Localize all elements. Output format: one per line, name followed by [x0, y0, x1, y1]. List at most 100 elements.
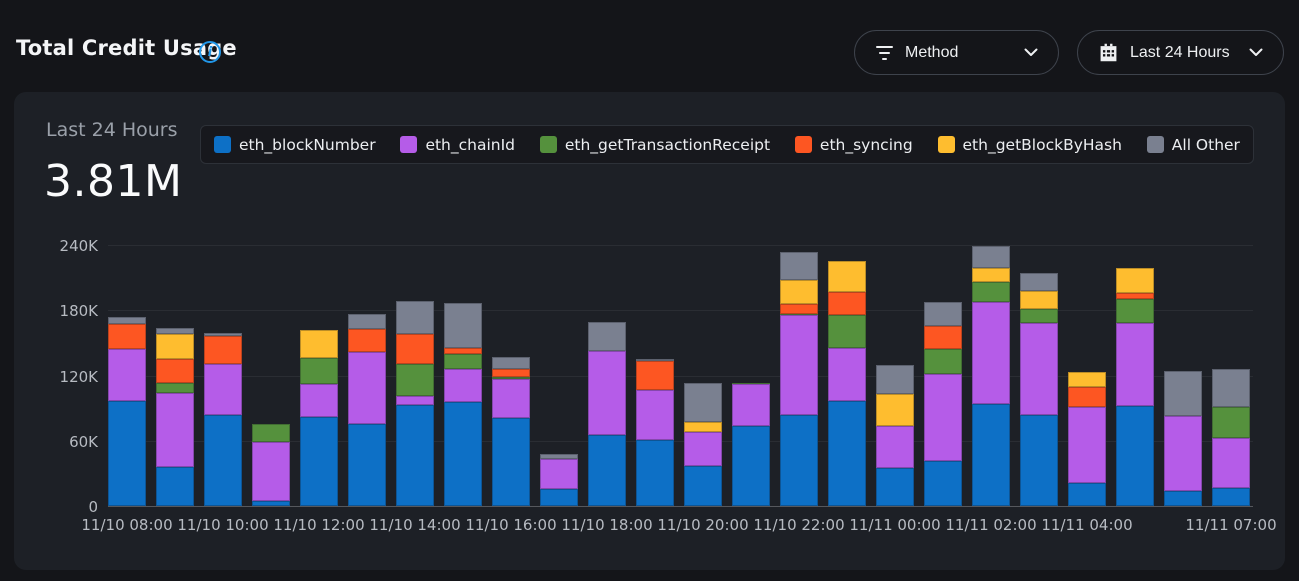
bar-hour-16[interactable]: [876, 245, 914, 506]
legend-label: eth_getTransactionReceipt: [564, 135, 771, 154]
bar-segment: [348, 351, 386, 425]
bar-hour-14[interactable]: [780, 245, 818, 506]
x-tick-label: 11/10 08:00: [81, 516, 173, 534]
bar-segment: [1068, 372, 1106, 388]
bar-segment: [1212, 437, 1250, 488]
bar-hour-1[interactable]: [156, 245, 194, 506]
bar-segment: [588, 350, 626, 436]
bar-hour-2[interactable]: [204, 245, 242, 506]
bar-segment: [300, 358, 338, 385]
bar-hour-9[interactable]: [540, 245, 578, 506]
bar-segment: [684, 465, 722, 506]
bar-segment: [588, 322, 626, 351]
bar-segment: [396, 300, 434, 335]
bar-hour-21[interactable]: [1116, 245, 1154, 506]
bar-hour-18[interactable]: [972, 245, 1010, 506]
bar-segment: [252, 500, 290, 506]
x-tick-label: 11/10 14:00: [369, 516, 461, 534]
bar-hour-13[interactable]: [732, 245, 770, 506]
time-range-dropdown[interactable]: Last 24 Hours: [1077, 30, 1284, 75]
bar-hour-20[interactable]: [1068, 245, 1106, 506]
bar-segment: [156, 334, 194, 360]
legend-swatch: [1146, 136, 1164, 153]
y-tick-label: 240K: [59, 237, 98, 255]
y-tick-label: 60K: [69, 432, 98, 451]
bar-segment: [780, 251, 818, 280]
bar-segment: [300, 416, 338, 506]
bar-segment: [636, 361, 674, 390]
bar-segment: [348, 328, 386, 352]
bar-segment: [204, 336, 242, 364]
info-icon[interactable]: i: [199, 41, 221, 63]
bar-segment: [924, 325, 962, 350]
legend-item[interactable]: eth_getTransactionReceipt: [539, 135, 771, 154]
bar-hour-7[interactable]: [444, 245, 482, 506]
legend-item[interactable]: eth_getBlockByHash: [937, 136, 1122, 154]
bar-segment: [108, 349, 146, 401]
bar-hour-0[interactable]: [108, 245, 146, 506]
bar-segment: [780, 279, 818, 304]
bar-segment: [1116, 323, 1154, 406]
legend-item[interactable]: eth_syncing: [794, 135, 913, 154]
x-tick-label: 11/10 10:00: [177, 516, 269, 534]
bar-segment: [828, 314, 866, 349]
legend-item[interactable]: eth_blockNumber: [214, 136, 376, 154]
bar-segment: [588, 435, 626, 506]
bar-hour-6[interactable]: [396, 245, 434, 506]
bar-hour-12[interactable]: [684, 245, 722, 506]
bar-segment: [1116, 267, 1154, 293]
bar-segment: [828, 400, 866, 506]
bar-segment: [1020, 323, 1058, 415]
bar-segment: [1116, 299, 1154, 324]
legend-item[interactable]: All Other: [1146, 135, 1240, 154]
bar-segment: [1020, 273, 1058, 291]
bar-segment: [396, 363, 434, 397]
bar-hour-4[interactable]: [300, 245, 338, 506]
bar-hour-3[interactable]: [252, 245, 290, 506]
chevron-down-icon: [1024, 48, 1038, 56]
bar-segment: [204, 363, 242, 415]
bar-segment: [684, 383, 722, 423]
bar-segment: [444, 302, 482, 349]
bar-hour-5[interactable]: [348, 245, 386, 506]
bar-segment: [1212, 407, 1250, 438]
bar-segment: [444, 368, 482, 402]
legend-label: eth_syncing: [819, 135, 913, 154]
bar-segment: [444, 348, 482, 354]
bar-hour-23[interactable]: [1212, 245, 1250, 506]
x-tick-label: 11/11 04:00: [1041, 516, 1133, 534]
bar-hour-19[interactable]: [1020, 245, 1058, 506]
gridline: [108, 375, 1253, 377]
legend-label: eth_blockNumber: [239, 135, 376, 154]
bar-segment: [492, 369, 530, 377]
bar-hour-8[interactable]: [492, 245, 530, 506]
bar-segment: [108, 324, 146, 350]
legend-swatch: [400, 136, 418, 153]
bar-segment: [780, 314, 818, 415]
bar-segment: [780, 414, 818, 506]
method-filter-dropdown[interactable]: Method: [854, 30, 1059, 75]
bar-segment: [1164, 415, 1202, 491]
bar-segment: [780, 313, 818, 315]
bar-segment: [540, 453, 578, 460]
bar-segment: [1116, 292, 1154, 300]
bar-segment: [396, 334, 434, 364]
bar-segment: [924, 461, 962, 506]
bar-hour-11[interactable]: [636, 245, 674, 506]
period-label: Last 24 Hours: [46, 119, 178, 141]
bar-segment: [300, 384, 338, 417]
bar-segment: [492, 378, 530, 418]
legend-label: All Other: [1171, 135, 1240, 154]
bar-hour-17[interactable]: [924, 245, 962, 506]
bar-segment: [876, 394, 914, 426]
legend-label: eth_chainId: [425, 135, 516, 154]
bar-hour-10[interactable]: [588, 245, 626, 506]
y-tick-label: 120K: [59, 367, 98, 386]
bar-hour-22[interactable]: [1164, 245, 1202, 506]
bar-hour-15[interactable]: [828, 245, 866, 506]
bar-segment: [924, 301, 962, 326]
bar-segment: [876, 425, 914, 468]
bar-segment: [972, 267, 1010, 282]
legend-item[interactable]: eth_chainId: [400, 136, 515, 154]
y-tick-label: 180K: [59, 302, 98, 321]
